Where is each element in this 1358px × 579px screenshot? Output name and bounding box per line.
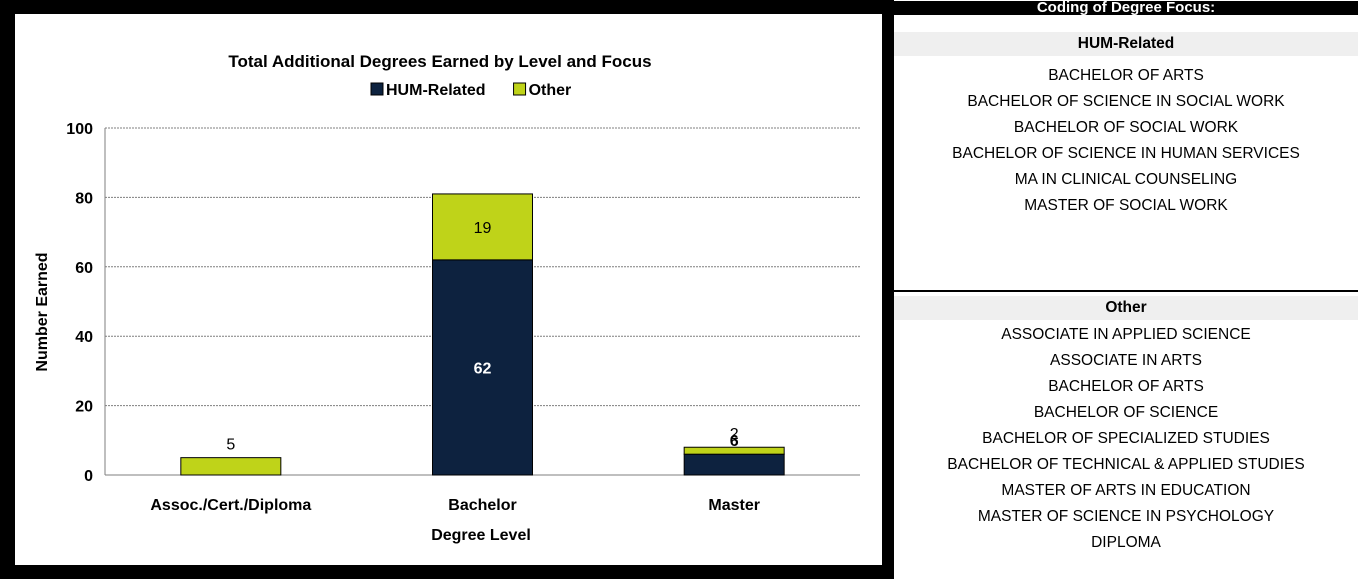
data-labels: 5 62 19 62 bbox=[226, 220, 738, 454]
data-label-other-bachelor: 19 bbox=[474, 220, 492, 237]
list-item: ASSOCIATE IN APPLIED SCIENCE bbox=[1001, 326, 1251, 343]
hum-related-list: BACHELOR OF ARTS BACHELOR OF SCIENCE IN … bbox=[894, 63, 1358, 219]
legend-swatch-hum-related bbox=[370, 82, 384, 96]
group-title-hum-related: HUM-Related bbox=[894, 32, 1358, 56]
x-tick-label: Assoc./Cert./Diploma bbox=[150, 497, 311, 514]
coding-header: Coding of Degree Focus: bbox=[894, 0, 1358, 15]
list-item: BACHELOR OF SCIENCE IN SOCIAL WORK bbox=[967, 93, 1285, 110]
legend-label-other: Other bbox=[529, 82, 572, 99]
list-item: MASTER OF ARTS IN EDUCATION bbox=[1001, 482, 1251, 499]
y-tick-label: 80 bbox=[75, 190, 93, 207]
list-item: MASTER OF SCIENCE IN PSYCHOLOGY bbox=[977, 508, 1275, 525]
list-item: BACHELOR OF SOCIAL WORK bbox=[1013, 119, 1239, 136]
list-item: MA IN CLINICAL COUNSELING bbox=[1014, 171, 1238, 188]
list-item: BACHELOR OF SCIENCE bbox=[1033, 404, 1219, 421]
legend: HUM-Related Other bbox=[370, 82, 572, 99]
data-label-hum-related-bachelor: 62 bbox=[474, 360, 492, 377]
list-item: MASTER OF SOCIAL WORK bbox=[1024, 197, 1228, 214]
x-axis-label: Degree Level bbox=[431, 527, 531, 544]
list-item: BACHELOR OF ARTS bbox=[1048, 378, 1204, 395]
bar-other-bachelor bbox=[432, 193, 533, 261]
chart-panel: Total Additional Degrees Earned by Level… bbox=[15, 14, 882, 565]
y-tick-label: 60 bbox=[75, 260, 93, 277]
legend-swatch-other bbox=[513, 82, 527, 96]
x-tick-label: Bachelor bbox=[448, 497, 516, 514]
y-tick-label: 100 bbox=[66, 121, 93, 138]
other-list: ASSOCIATE IN APPLIED SCIENCE ASSOCIATE I… bbox=[894, 322, 1358, 556]
y-tick-label: 20 bbox=[75, 399, 93, 416]
bar-hum-related-master bbox=[683, 453, 785, 476]
data-label-other-master: 2 bbox=[730, 426, 739, 443]
y-axis-label: Number Earned bbox=[34, 252, 51, 371]
list-item: BACHELOR OF SPECIALIZED STUDIES bbox=[982, 430, 1270, 447]
group-divider bbox=[894, 290, 1358, 292]
list-item: DIPLOMA bbox=[1091, 534, 1161, 551]
bar-other-assoc-cert-diploma bbox=[180, 457, 282, 476]
x-tick-label: Master bbox=[708, 497, 760, 514]
data-label-hum-related-master: 6 bbox=[730, 433, 739, 450]
y-tick-labels: 0 20 40 60 80 100 bbox=[66, 121, 93, 485]
list-item: BACHELOR OF ARTS bbox=[1048, 67, 1204, 84]
bar-hum-related-bachelor bbox=[432, 259, 533, 476]
list-item: BACHELOR OF TECHNICAL & APPLIED STUDIES bbox=[947, 456, 1305, 473]
chart-title: Total Additional Degrees Earned by Level… bbox=[228, 52, 651, 71]
coding-panel: Coding of Degree Focus: HUM-Related BACH… bbox=[894, 0, 1358, 579]
list-item: ASSOCIATE IN ARTS bbox=[1050, 352, 1202, 369]
chart-svg: Total Additional Degrees Earned by Level… bbox=[34, 52, 860, 544]
x-tick-labels: Assoc./Cert./Diploma Bachelor Master bbox=[150, 497, 760, 514]
bar-other-master bbox=[683, 446, 785, 455]
group-title-other: Other bbox=[894, 296, 1358, 320]
bars bbox=[180, 193, 785, 476]
y-tick-label: 40 bbox=[75, 329, 93, 346]
data-label-other-assoc-cert-diploma: 5 bbox=[226, 437, 235, 454]
legend-label-hum-related: HUM-Related bbox=[386, 82, 486, 99]
y-tick-label: 0 bbox=[84, 468, 93, 485]
list-item: BACHELOR OF SCIENCE IN HUMAN SERVICES bbox=[952, 145, 1300, 162]
